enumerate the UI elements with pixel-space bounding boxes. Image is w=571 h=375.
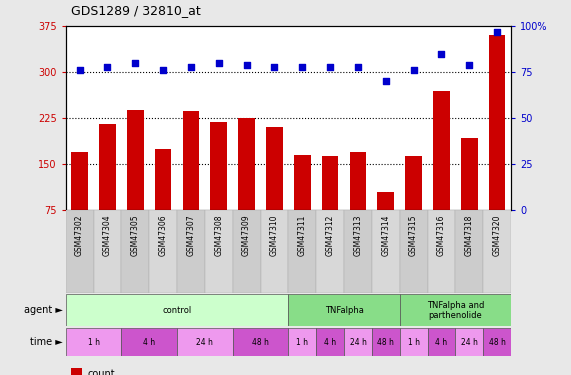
Bar	[483, 328, 511, 356]
Bar	[94, 210, 122, 292]
Bar	[99, 124, 116, 210]
Bar	[66, 210, 511, 292]
Text: 1 h: 1 h	[87, 338, 99, 346]
Bar	[344, 210, 372, 292]
Point	[242, 62, 251, 68]
Bar	[377, 192, 394, 210]
Text: GSM47320: GSM47320	[493, 214, 502, 256]
Point	[270, 64, 279, 70]
Bar	[433, 91, 450, 210]
Point	[493, 29, 502, 35]
Text: 48 h: 48 h	[377, 338, 394, 346]
Text: GSM47304: GSM47304	[103, 214, 112, 256]
Bar	[322, 156, 339, 210]
Bar	[428, 328, 456, 356]
Text: count: count	[87, 369, 115, 375]
Text: 24 h: 24 h	[196, 338, 214, 346]
Point	[409, 68, 418, 74]
Text: 4 h: 4 h	[436, 338, 448, 346]
Text: agent ►: agent ►	[24, 305, 63, 315]
Bar	[372, 210, 400, 292]
Bar	[233, 328, 288, 356]
Point	[353, 64, 363, 70]
Bar	[122, 210, 149, 292]
Bar	[405, 156, 422, 210]
Bar	[183, 111, 199, 210]
Text: GSM47302: GSM47302	[75, 214, 84, 256]
Text: 24 h: 24 h	[349, 338, 367, 346]
Point	[465, 62, 474, 68]
Bar	[349, 152, 367, 210]
Point	[297, 64, 307, 70]
Bar	[372, 328, 400, 356]
Point	[186, 64, 195, 70]
Text: GSM47312: GSM47312	[325, 214, 335, 255]
Text: GSM47310: GSM47310	[270, 214, 279, 256]
Point	[381, 78, 391, 84]
Text: TNFalpha and
parthenolide: TNFalpha and parthenolide	[427, 301, 484, 320]
Bar	[155, 149, 171, 210]
Bar	[66, 328, 122, 356]
Bar	[483, 210, 511, 292]
Text: GSM47314: GSM47314	[381, 214, 391, 256]
Bar	[149, 210, 177, 292]
Bar	[400, 210, 428, 292]
Bar	[428, 210, 456, 292]
Bar	[210, 122, 227, 210]
Bar	[233, 210, 260, 292]
Text: 48 h: 48 h	[252, 338, 269, 346]
Bar	[66, 210, 94, 292]
Bar	[266, 128, 283, 210]
Bar	[238, 118, 255, 210]
Text: GSM47318: GSM47318	[465, 214, 474, 255]
Bar	[456, 210, 483, 292]
Point	[131, 60, 140, 66]
Bar	[288, 294, 400, 326]
Point	[75, 68, 84, 74]
Bar	[461, 138, 477, 210]
Text: GSM47305: GSM47305	[131, 214, 140, 256]
Text: GSM47316: GSM47316	[437, 214, 446, 256]
Bar	[489, 36, 505, 210]
Text: GSM47307: GSM47307	[186, 214, 195, 256]
Point	[437, 51, 446, 57]
Text: 1 h: 1 h	[296, 338, 308, 346]
Point	[214, 60, 223, 66]
Text: GSM47315: GSM47315	[409, 214, 418, 256]
Text: 48 h: 48 h	[489, 338, 505, 346]
Bar	[66, 294, 288, 326]
Text: control: control	[162, 306, 192, 315]
Bar	[316, 210, 344, 292]
Text: 1 h: 1 h	[408, 338, 420, 346]
Text: TNFalpha: TNFalpha	[324, 306, 364, 315]
Bar	[288, 210, 316, 292]
Text: GSM47313: GSM47313	[353, 214, 363, 256]
Bar	[400, 294, 511, 326]
Bar	[288, 328, 316, 356]
Bar	[122, 328, 177, 356]
Point	[159, 68, 168, 74]
Text: GSM47309: GSM47309	[242, 214, 251, 256]
Bar	[177, 210, 205, 292]
Bar	[177, 328, 233, 356]
Text: GSM47311: GSM47311	[297, 214, 307, 255]
Text: GDS1289 / 32810_at: GDS1289 / 32810_at	[71, 4, 201, 17]
Point	[103, 64, 112, 70]
Text: time ►: time ►	[30, 337, 63, 347]
Bar	[344, 328, 372, 356]
Bar	[127, 110, 144, 210]
Text: 4 h: 4 h	[143, 338, 155, 346]
Text: 4 h: 4 h	[324, 338, 336, 346]
Bar	[294, 155, 311, 210]
Bar	[316, 328, 344, 356]
Bar	[400, 328, 428, 356]
Point	[325, 64, 335, 70]
Text: 24 h: 24 h	[461, 338, 478, 346]
Bar	[71, 152, 88, 210]
Bar	[456, 328, 483, 356]
Bar	[260, 210, 288, 292]
Text: GSM47306: GSM47306	[159, 214, 168, 256]
Bar	[205, 210, 233, 292]
Text: GSM47308: GSM47308	[214, 214, 223, 256]
